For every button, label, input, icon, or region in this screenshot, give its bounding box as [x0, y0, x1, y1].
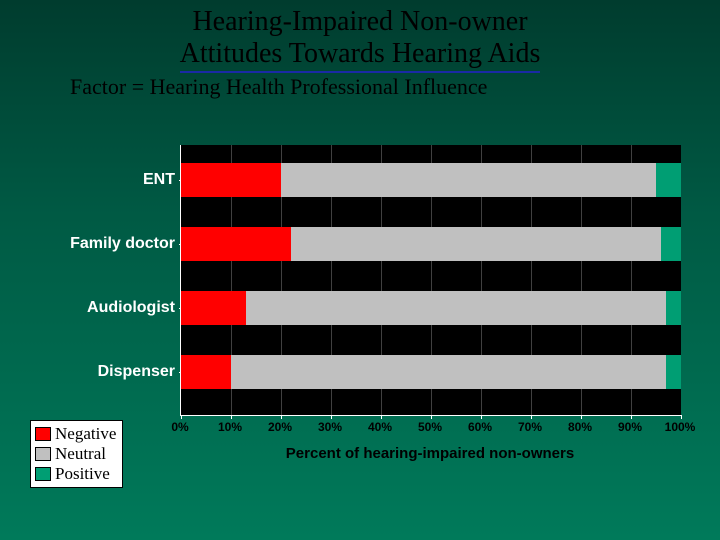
- bar-segment-neutral: [231, 355, 666, 389]
- bar-row: [181, 227, 681, 261]
- x-tick-label: 20%: [260, 420, 300, 434]
- x-tick-label: 100%: [660, 420, 700, 434]
- bar-row: [181, 163, 681, 197]
- slide-subtitle: Factor = Hearing Health Professional Inf…: [0, 70, 720, 100]
- x-tick-label: 80%: [560, 420, 600, 434]
- category-label: Family doctor: [30, 227, 175, 261]
- bar-segment-negative: [181, 291, 246, 325]
- category-label: Dispenser: [30, 355, 175, 389]
- x-tick: [231, 415, 232, 419]
- x-tick: [531, 415, 532, 419]
- plot-region: [180, 145, 681, 416]
- legend-swatch: [35, 447, 51, 461]
- x-tick-label: 30%: [310, 420, 350, 434]
- x-tick: [331, 415, 332, 419]
- legend: NegativeNeutralPositive: [30, 420, 123, 488]
- x-tick-label: 10%: [210, 420, 250, 434]
- x-tick: [681, 415, 682, 419]
- chart-area: Percent of hearing-impaired non-owners N…: [30, 145, 690, 515]
- x-tick: [381, 415, 382, 419]
- legend-label: Neutral: [55, 444, 106, 464]
- x-tick-label: 50%: [410, 420, 450, 434]
- legend-swatch: [35, 467, 51, 481]
- x-tick-label: 0%: [160, 420, 200, 434]
- title-line-2: Attitudes Towards Hearing Aids: [180, 38, 541, 73]
- title-line-1: Hearing-Impaired Non-owner: [192, 6, 527, 37]
- slide-title: Hearing-Impaired Non-owner Attitudes Tow…: [0, 0, 720, 70]
- x-tick: [181, 415, 182, 419]
- bar-segment-positive: [666, 355, 681, 389]
- category-label: ENT: [30, 163, 175, 197]
- legend-label: Positive: [55, 464, 110, 484]
- x-axis-title: Percent of hearing-impaired non-owners: [180, 445, 680, 462]
- x-tick-label: 90%: [610, 420, 650, 434]
- slide: Hearing-Impaired Non-owner Attitudes Tow…: [0, 0, 720, 540]
- bar-segment-positive: [661, 227, 681, 261]
- bar-segment-positive: [666, 291, 681, 325]
- bar-segment-negative: [181, 163, 281, 197]
- legend-label: Negative: [55, 424, 116, 444]
- x-tick-label: 60%: [460, 420, 500, 434]
- category-label: Audiologist: [30, 291, 175, 325]
- x-tick: [631, 415, 632, 419]
- bar-segment-neutral: [246, 291, 666, 325]
- bar-segment-neutral: [291, 227, 661, 261]
- legend-item: Neutral: [35, 444, 116, 464]
- bar-segment-neutral: [281, 163, 656, 197]
- x-tick: [481, 415, 482, 419]
- bar-segment-negative: [181, 227, 291, 261]
- x-tick-label: 70%: [510, 420, 550, 434]
- legend-item: Negative: [35, 424, 116, 444]
- bar-segment-positive: [656, 163, 681, 197]
- x-tick: [281, 415, 282, 419]
- x-tick: [431, 415, 432, 419]
- bar-row: [181, 291, 681, 325]
- x-tick-label: 40%: [360, 420, 400, 434]
- bar-row: [181, 355, 681, 389]
- x-tick: [581, 415, 582, 419]
- bar-segment-negative: [181, 355, 231, 389]
- legend-swatch: [35, 427, 51, 441]
- legend-item: Positive: [35, 464, 116, 484]
